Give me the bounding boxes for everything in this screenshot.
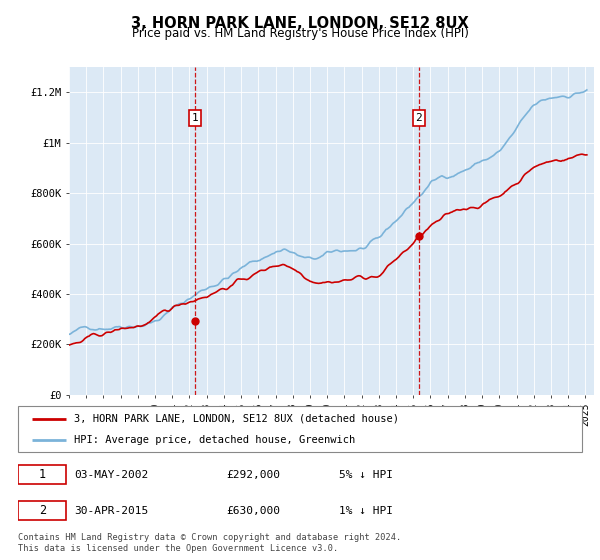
Text: 1: 1	[192, 113, 199, 123]
Text: 1% ↓ HPI: 1% ↓ HPI	[340, 506, 394, 516]
Text: HPI: Average price, detached house, Greenwich: HPI: Average price, detached house, Gree…	[74, 435, 356, 445]
Text: £630,000: £630,000	[227, 506, 281, 516]
Text: 2: 2	[416, 113, 422, 123]
FancyBboxPatch shape	[18, 406, 582, 452]
Text: Price paid vs. HM Land Registry's House Price Index (HPI): Price paid vs. HM Land Registry's House …	[131, 27, 469, 40]
FancyBboxPatch shape	[18, 465, 66, 484]
Text: 5% ↓ HPI: 5% ↓ HPI	[340, 470, 394, 480]
FancyBboxPatch shape	[18, 501, 66, 520]
Text: £292,000: £292,000	[227, 470, 281, 480]
Text: 03-MAY-2002: 03-MAY-2002	[74, 470, 149, 480]
Text: 3, HORN PARK LANE, LONDON, SE12 8UX: 3, HORN PARK LANE, LONDON, SE12 8UX	[131, 16, 469, 31]
Text: 30-APR-2015: 30-APR-2015	[74, 506, 149, 516]
Text: 1: 1	[38, 468, 46, 482]
Text: 2: 2	[38, 504, 46, 517]
Text: Contains HM Land Registry data © Crown copyright and database right 2024.
This d: Contains HM Land Registry data © Crown c…	[18, 533, 401, 553]
Text: 3, HORN PARK LANE, LONDON, SE12 8UX (detached house): 3, HORN PARK LANE, LONDON, SE12 8UX (det…	[74, 414, 400, 424]
